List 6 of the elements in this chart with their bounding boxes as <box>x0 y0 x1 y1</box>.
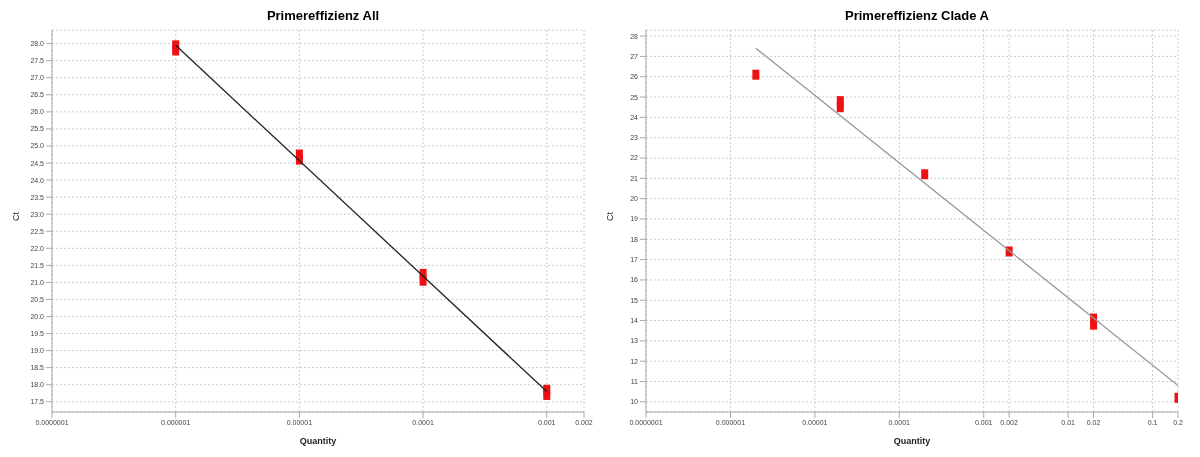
chart-title: Primereffizienz Clade A <box>844 8 990 25</box>
y-axis-title: Ct <box>605 211 616 221</box>
y-axis-title: Ct <box>11 211 22 221</box>
x-axis-title: Quantity <box>299 436 337 446</box>
x-axis-title: Quantity <box>893 436 931 446</box>
chart-title: Primereffizienz All <box>265 8 381 25</box>
